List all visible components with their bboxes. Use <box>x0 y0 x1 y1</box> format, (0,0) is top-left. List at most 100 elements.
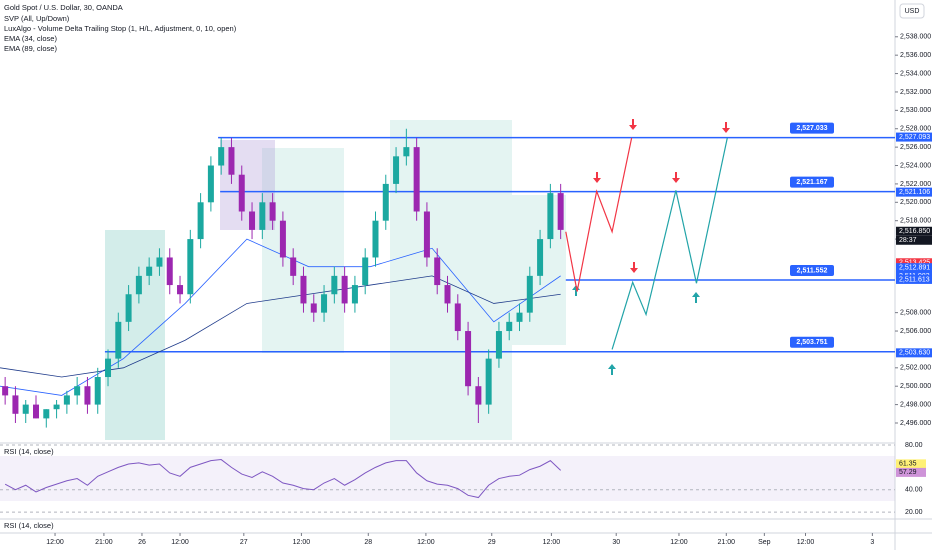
candle-body <box>372 220 379 258</box>
candle-body <box>547 193 554 240</box>
price-label: 2,521.106 <box>899 189 930 196</box>
indicator-label: SVP (All, Up/Down) <box>4 14 70 23</box>
candle-body <box>207 165 214 203</box>
candle-body <box>362 257 369 286</box>
y-tick-label: 2,496.000 <box>900 420 931 427</box>
candle-body <box>495 331 502 359</box>
candle-body <box>485 358 492 405</box>
y-tick-label: 2,526.000 <box>900 144 931 151</box>
candle-body <box>454 303 461 332</box>
rsi-value-label: 61.35 <box>899 461 917 468</box>
indicator-label: EMA (34, close) <box>4 34 57 43</box>
candle-body <box>413 147 420 212</box>
candle-body <box>526 275 533 313</box>
candle-body <box>269 202 276 221</box>
volume-profile-box <box>220 140 275 230</box>
price-label-box <box>896 226 932 236</box>
rsi-legend: RSI (14, close) <box>4 521 54 530</box>
countdown-box <box>896 235 932 245</box>
candle-body <box>197 202 204 240</box>
candle-body <box>331 275 338 295</box>
x-tick-label: 12:00 <box>543 539 561 546</box>
ema-line <box>0 275 561 378</box>
y-tick-label: 2,538.000 <box>900 34 931 41</box>
price-label-box <box>896 187 932 197</box>
candle-body <box>187 239 194 295</box>
x-tick-label: 12:00 <box>171 539 189 546</box>
price-label-box <box>896 258 932 268</box>
x-tick-label: 12:00 <box>293 539 311 546</box>
candle-body <box>146 266 153 276</box>
indicator-label: LuxAlgo - Volume Delta Trailing Stop (1,… <box>4 24 237 33</box>
price-label: 2,516.850 <box>899 228 930 235</box>
volume-profile-box <box>105 230 165 440</box>
candle-body <box>393 156 400 184</box>
candle-body <box>218 147 225 166</box>
candle-body <box>516 312 523 322</box>
currency-button[interactable] <box>899 3 925 19</box>
candle-body <box>321 294 328 313</box>
level-label: 2,511.552 <box>797 267 828 274</box>
volume-profile-box <box>262 148 344 353</box>
y-tick-label: 2,518.000 <box>900 218 931 225</box>
candle-body <box>135 275 142 295</box>
chart-title: Gold Spot / U.S. Dollar, 30, OANDA <box>4 3 123 12</box>
level-label-box <box>790 264 834 276</box>
candle-body <box>310 303 317 313</box>
up-arrow <box>608 364 616 375</box>
candle-body <box>279 220 286 258</box>
down-arrow <box>629 119 637 130</box>
price-label-box <box>896 274 932 284</box>
x-tick-label: 26 <box>138 539 146 546</box>
level-label: 2,521.167 <box>796 179 827 186</box>
x-tick-label: 27 <box>240 539 248 546</box>
currency-label[interactable]: USD <box>905 8 920 15</box>
x-tick-label: 3 <box>870 539 874 546</box>
x-tick-label: 29 <box>488 539 496 546</box>
candle-body <box>84 386 91 405</box>
x-tick-label: Sep <box>758 539 771 546</box>
candle-body <box>63 395 70 405</box>
y-tick-label: 2,524.000 <box>900 162 931 169</box>
candle-body <box>53 404 60 410</box>
y-tick-label: 2,530.000 <box>900 107 931 114</box>
candle-body <box>465 331 472 387</box>
indicator-label: EMA (89, close) <box>4 44 57 53</box>
rsi-value-box <box>896 459 926 469</box>
up-arrow <box>692 292 700 303</box>
y-tick-label: 2,498.000 <box>900 401 931 408</box>
price-label: 2,511.613 <box>899 276 930 283</box>
x-tick-label: 12:00 <box>670 539 688 546</box>
candle-body <box>94 377 101 405</box>
candle-body <box>228 147 235 175</box>
x-tick-label: 21:00 <box>718 539 736 546</box>
price-label-box <box>896 132 932 142</box>
candle-body <box>238 174 245 212</box>
candle-body <box>341 275 348 304</box>
candle-body <box>115 321 122 359</box>
projection-line <box>611 137 728 350</box>
x-tick-label: 12:00 <box>797 539 815 546</box>
price-label: 2,513.425 <box>899 260 930 267</box>
down-arrow <box>630 262 638 273</box>
candle-body <box>166 257 173 286</box>
candle-body <box>177 285 184 295</box>
price-label-box <box>896 348 932 358</box>
y-tick-label: 2,528.000 <box>900 126 931 133</box>
candle-body <box>22 404 29 414</box>
candle-body <box>249 211 256 230</box>
level-label: 2,503.751 <box>796 339 827 346</box>
candle-body <box>475 386 482 405</box>
rsi-legend: RSI (14, close) <box>4 447 54 456</box>
candle-body <box>382 183 389 221</box>
candle-body <box>444 285 451 304</box>
rsi-line <box>4 459 562 499</box>
candle-body <box>43 409 50 419</box>
candle-body <box>290 257 297 276</box>
candle-body <box>125 294 132 322</box>
y-tick-label: 2,534.000 <box>900 70 931 77</box>
level-label-box <box>790 122 834 134</box>
candle-body <box>557 193 564 230</box>
x-tick-label: 28 <box>364 539 372 546</box>
rsi-value-box <box>896 467 926 477</box>
